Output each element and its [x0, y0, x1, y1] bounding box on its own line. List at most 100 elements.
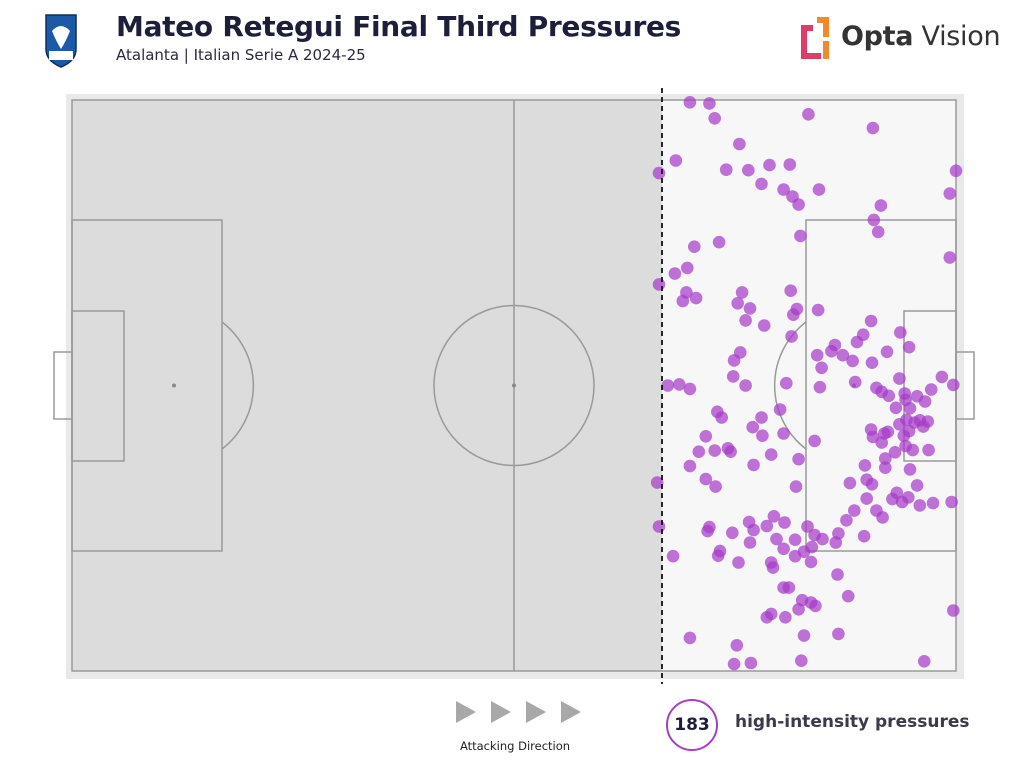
pressure-point — [945, 495, 958, 509]
pressure-point — [850, 335, 864, 349]
direction-arrow-icon — [456, 701, 476, 723]
pressure-point — [746, 420, 759, 434]
pressure-point — [683, 631, 697, 645]
pressure-point — [804, 555, 818, 569]
pressure-point — [875, 436, 888, 449]
pitch-shaded-area — [72, 100, 662, 671]
pressure-point — [783, 158, 797, 171]
pressure-point — [721, 442, 735, 455]
attacking-direction-arrows — [456, 701, 581, 723]
pressure-point — [673, 378, 686, 391]
pressure-point — [727, 657, 741, 671]
pressure-point — [888, 446, 902, 459]
pressure-point — [825, 344, 838, 358]
pressure-point — [757, 319, 771, 332]
club-crest-logo — [45, 14, 77, 68]
pressure-point — [726, 370, 740, 383]
pressure-point — [947, 378, 960, 392]
pressure-point — [829, 536, 843, 549]
pressure-point — [755, 411, 768, 424]
pressure-point — [744, 656, 758, 670]
brand-name-light: Vision — [913, 21, 1001, 52]
pressure-point — [924, 383, 938, 396]
pressure-point — [846, 354, 859, 368]
pressure-point — [797, 629, 811, 642]
pressure-point — [787, 308, 800, 322]
pressure-point — [683, 382, 697, 396]
pressure-point — [893, 372, 906, 385]
pressure-point — [947, 604, 960, 617]
pressure-point — [865, 478, 879, 491]
pressure-point — [777, 542, 790, 556]
pressure-point — [739, 379, 752, 392]
pressure-point — [735, 286, 749, 299]
pressure-point — [910, 390, 924, 403]
pressure-point — [840, 514, 853, 527]
centre-circle — [433, 304, 595, 467]
left-penalty-arc — [221, 321, 255, 450]
pressure-point — [742, 163, 755, 177]
pressure-point — [726, 526, 739, 540]
pressure-point — [815, 361, 828, 375]
pressure-point — [780, 376, 793, 390]
pressure-point — [831, 568, 844, 581]
page-subtitle: Atalanta | Italian Serie A 2024-25 — [116, 46, 366, 64]
pressure-count-label: high-intensity pressures — [735, 712, 970, 732]
pressure-point — [812, 183, 826, 196]
pressure-point — [709, 480, 722, 493]
pressure-point — [743, 302, 757, 315]
pressure-point — [864, 423, 878, 436]
pressure-point — [650, 476, 664, 489]
pressure-point — [921, 415, 934, 428]
pressure-point — [785, 330, 798, 343]
pressure-point — [747, 523, 760, 537]
pressure-point — [898, 387, 911, 400]
pressure-point — [730, 639, 744, 652]
pressure-point — [801, 520, 814, 533]
pressure-point — [811, 303, 825, 317]
pressure-point — [894, 326, 907, 339]
pressure-point — [880, 345, 894, 359]
pressure-point — [857, 529, 871, 543]
pressure-point — [795, 654, 808, 667]
pressure-point — [871, 225, 885, 239]
final-third-area — [662, 100, 956, 671]
pressure-point — [767, 510, 781, 523]
pressure-point — [733, 137, 746, 151]
pressure-point — [683, 459, 697, 473]
pressure-point — [773, 403, 787, 416]
pressure-point — [789, 480, 803, 493]
pressure-point — [777, 183, 790, 196]
direction-arrow-icon — [491, 701, 511, 723]
pressure-point — [703, 97, 716, 110]
pressure-point — [864, 314, 878, 328]
pressure-point — [792, 198, 805, 211]
pressure-point — [764, 607, 778, 621]
pressure-point — [860, 492, 873, 505]
pressure-point — [949, 164, 963, 178]
brand-name-bold: Opta — [841, 21, 914, 52]
pressure-point — [810, 348, 824, 362]
pressure-point — [788, 533, 802, 546]
pressure-point — [739, 314, 752, 327]
pressure-point — [935, 370, 949, 384]
pressure-point — [867, 213, 881, 227]
pressure-point — [669, 154, 683, 167]
pressure-point — [778, 516, 791, 529]
pressure-point — [747, 458, 760, 472]
pressure-point — [816, 532, 829, 546]
pressure-point — [683, 96, 697, 109]
pressure-point — [902, 340, 916, 354]
pressure-point — [666, 549, 680, 563]
pressure-point — [692, 445, 706, 459]
pressure-point — [792, 603, 805, 616]
pressure-point — [652, 166, 666, 180]
pressure-point — [922, 443, 935, 457]
pressure-point — [715, 411, 728, 424]
pressure-point — [926, 496, 940, 510]
pressure-point — [843, 476, 857, 490]
pressure-point — [848, 375, 862, 389]
pressure-point — [874, 199, 888, 212]
direction-arrow-icon — [561, 701, 581, 723]
